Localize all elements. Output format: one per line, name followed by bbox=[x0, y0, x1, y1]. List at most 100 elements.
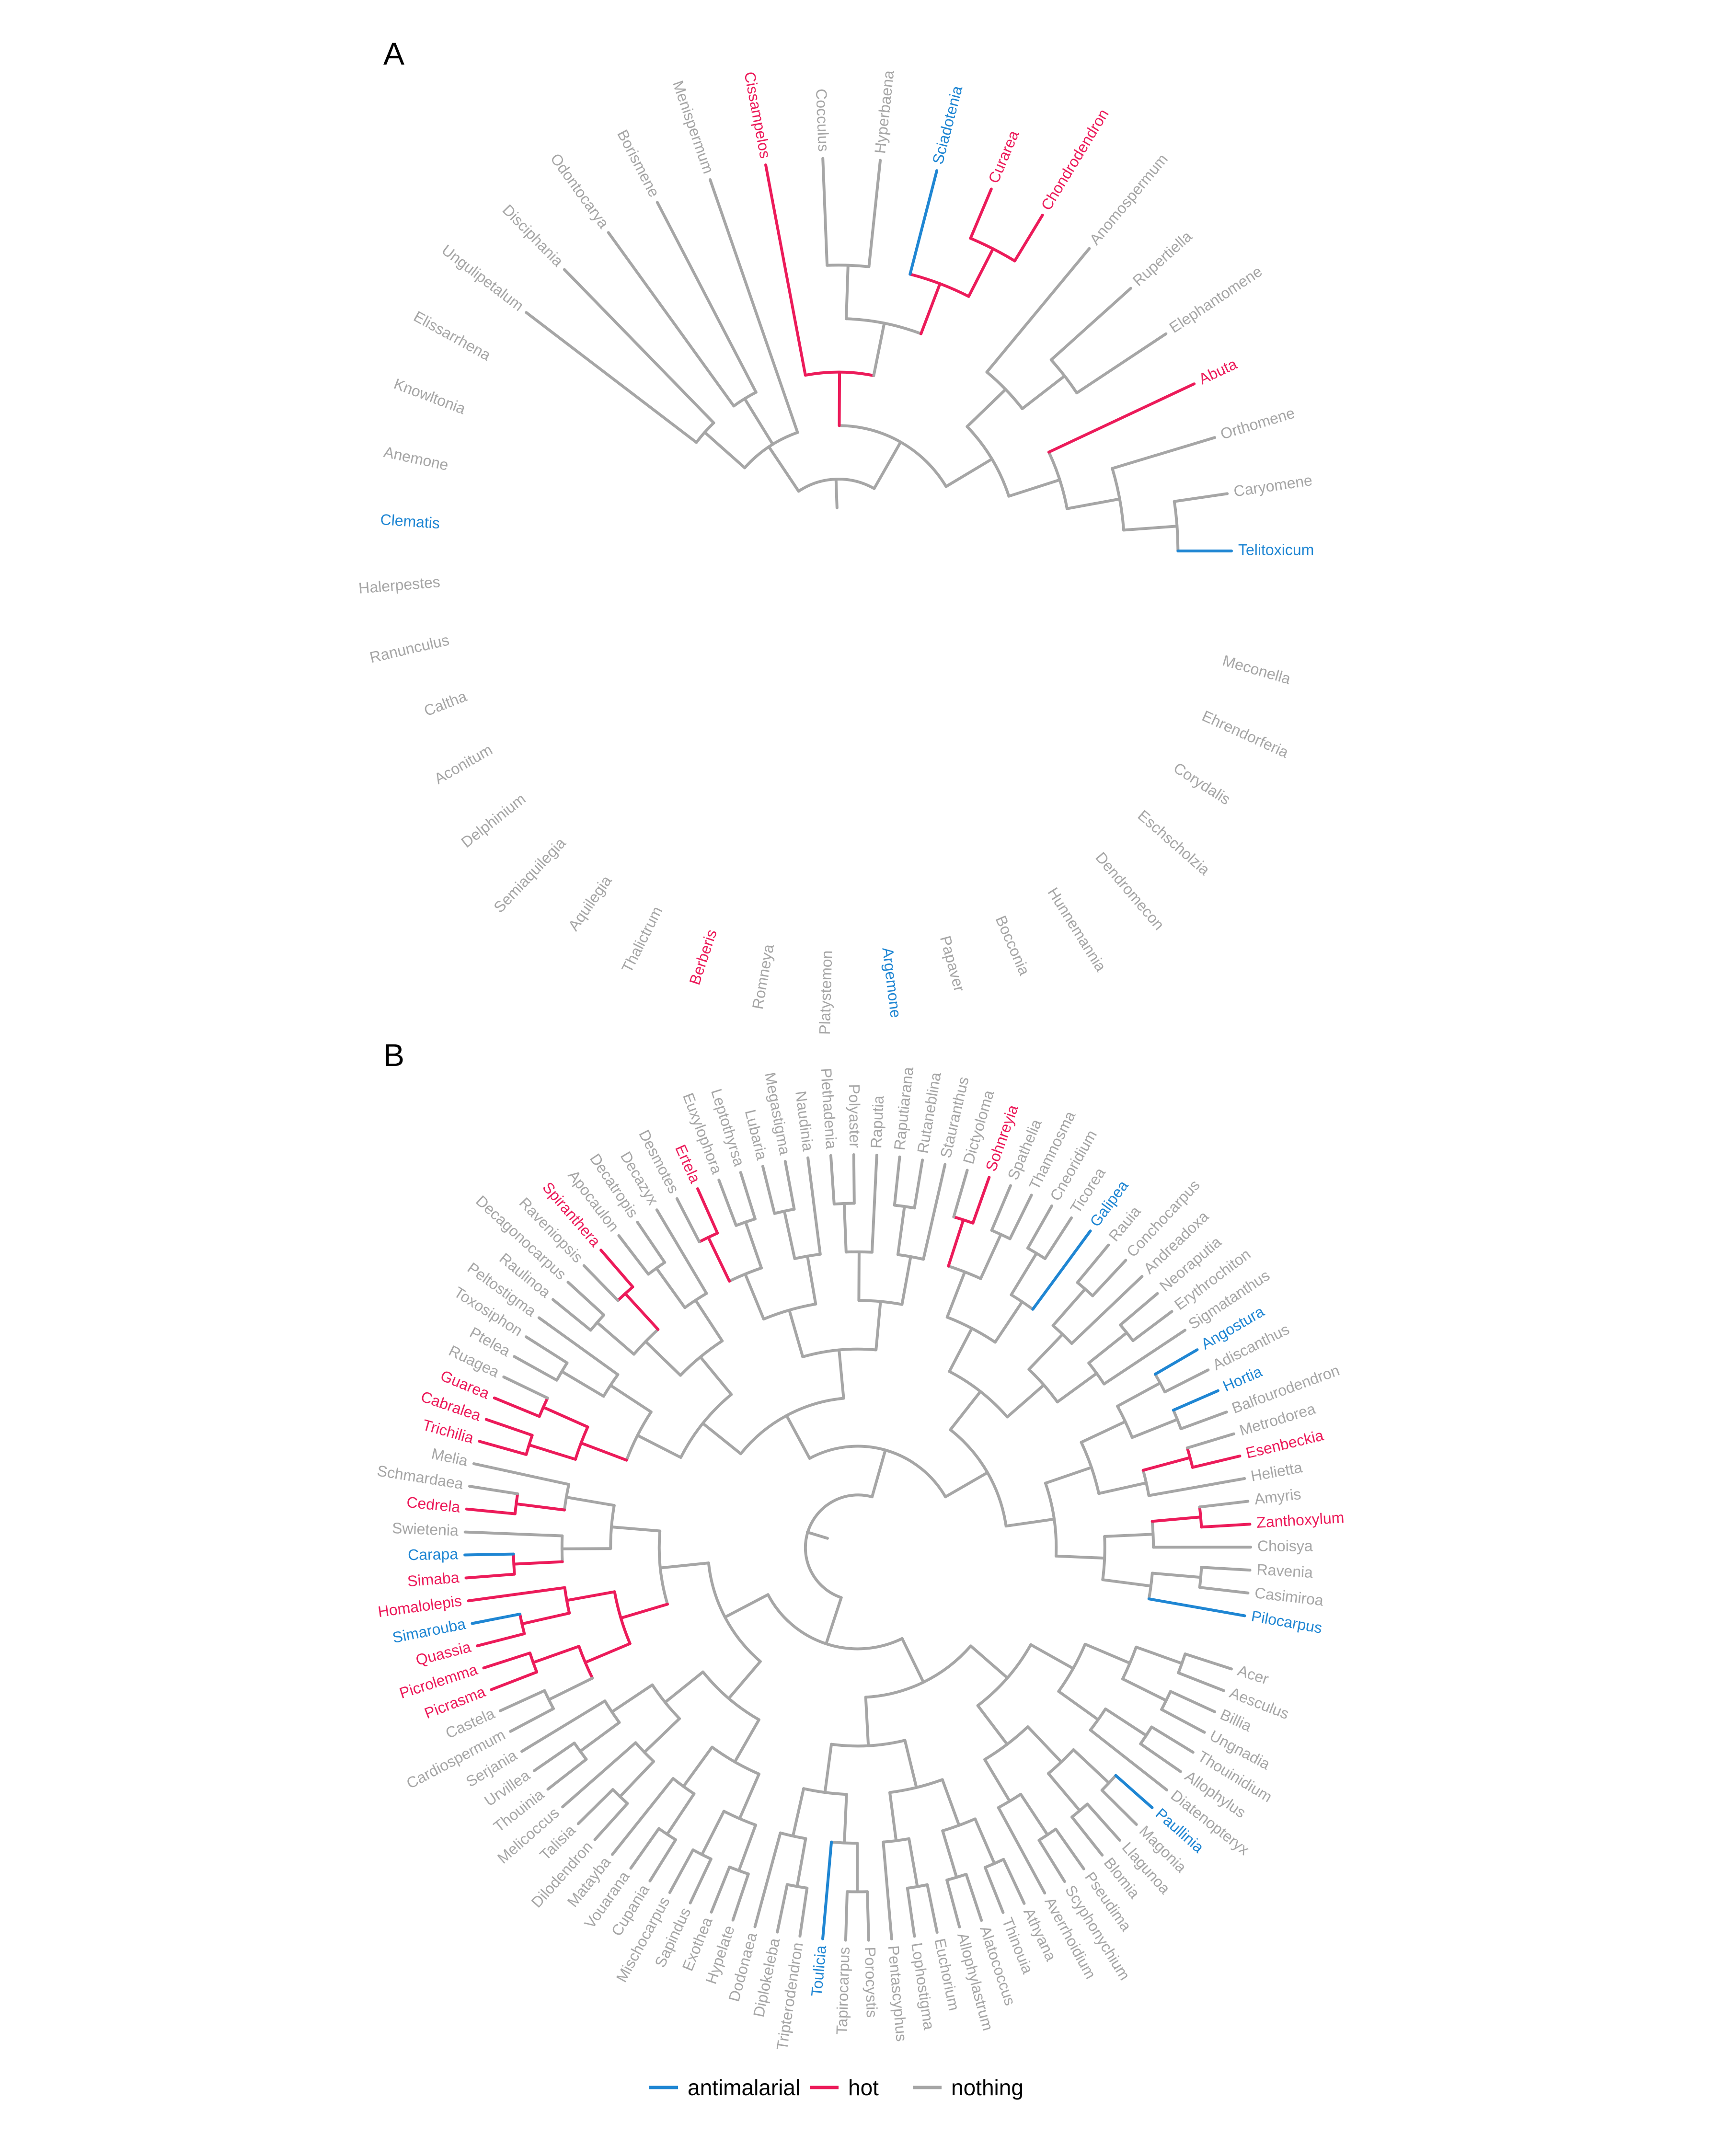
legend-label-antimalarial: antimalarial bbox=[688, 2075, 800, 2100]
panel-b-branch bbox=[1130, 1418, 1179, 1439]
panel-b-leaf-label: Helietta bbox=[1249, 1458, 1303, 1485]
panel-b-branch bbox=[1198, 1500, 1250, 1509]
panel-b-branch-arc bbox=[625, 1411, 653, 1462]
panel-a-branch bbox=[1007, 478, 1061, 498]
panel-b-branch bbox=[1150, 1725, 1195, 1754]
panel-a-leaf-label: Clematis bbox=[380, 511, 441, 532]
panel-a-leaf-label: Bocconia bbox=[992, 913, 1034, 978]
panel-a-branch bbox=[743, 397, 774, 446]
panel-a-branch bbox=[873, 440, 902, 490]
panel-b-branch bbox=[619, 1603, 669, 1620]
panel-b-branch-arc bbox=[906, 1883, 929, 1890]
panel-a-branch-arc bbox=[1049, 358, 1079, 395]
panel-b-branch bbox=[566, 1281, 606, 1317]
panel-a-branch bbox=[563, 268, 715, 424]
panel-b-branch bbox=[1056, 1372, 1098, 1404]
panel-b-branch bbox=[1103, 1329, 1187, 1386]
panel-b-branch bbox=[565, 1590, 616, 1602]
panel-b-branch bbox=[1169, 1690, 1216, 1713]
panel-b-branch bbox=[1198, 1586, 1250, 1594]
panel-b-branch bbox=[806, 1254, 817, 1306]
panel-b-branch-arc bbox=[683, 1292, 708, 1309]
panel-b-branch bbox=[512, 1560, 564, 1566]
panel-a-leaf-label: Elissarrhena bbox=[411, 308, 494, 364]
panel-a-branch bbox=[656, 201, 758, 394]
panel-a-branch bbox=[1075, 332, 1168, 395]
panel-b-branch bbox=[465, 1507, 517, 1515]
panel-b-branch bbox=[791, 1787, 805, 1838]
panel-a-branch bbox=[944, 458, 994, 488]
panel-b-leaf-label: Schmardaea bbox=[376, 1462, 465, 1492]
panel-b-branch bbox=[666, 1792, 696, 1836]
panel-b-branch-arc bbox=[602, 1373, 620, 1398]
panel-a-letter: A bbox=[383, 36, 404, 71]
panel-b-leaf-label: Porocystis bbox=[862, 1947, 881, 2018]
panel-b-branch bbox=[547, 1676, 594, 1701]
panel-a-leaf-label: Disciphania bbox=[499, 201, 567, 270]
panel-b-branch-arc bbox=[1089, 1707, 1107, 1732]
panel-b-branch-arc bbox=[802, 1787, 848, 1796]
panel-b-branch bbox=[844, 1890, 849, 1942]
panel-b-branch bbox=[871, 1448, 887, 1499]
panel-b-branch-arc bbox=[893, 1204, 916, 1210]
panel-b-leaf-label: Polyaster bbox=[846, 1084, 863, 1148]
panel-a-leaf-label: Thalictrum bbox=[618, 904, 666, 975]
panel-b-branch bbox=[1185, 1432, 1235, 1450]
panel-b-branch bbox=[675, 1197, 701, 1243]
panel-a-leaf-label: Halerpestes bbox=[358, 573, 441, 597]
panel-b-branch bbox=[636, 1221, 667, 1264]
panel-b-branch bbox=[926, 1883, 939, 1934]
panel-a-branch bbox=[525, 311, 698, 444]
panel-b-branch bbox=[576, 1788, 614, 1825]
panel-b-branch-arc bbox=[947, 1264, 982, 1280]
panel-b-branch-arc bbox=[722, 1810, 757, 1827]
panel-b-branch-arc bbox=[1150, 1520, 1155, 1549]
panel-b-branch bbox=[738, 1772, 760, 1820]
panel-b-branch bbox=[922, 1163, 947, 1261]
panel-b-leaf-label: Naudinia bbox=[792, 1090, 817, 1152]
panel-b-branch bbox=[1119, 1292, 1159, 1327]
panel-b-branch bbox=[874, 1300, 882, 1352]
panel-b-branch bbox=[596, 1321, 635, 1356]
panel-a-leaf-label: Meconella bbox=[1220, 652, 1292, 688]
panel-b-branch bbox=[1019, 1792, 1049, 1836]
panel-b-branch bbox=[785, 1414, 811, 1460]
panel-b-branch bbox=[783, 1160, 796, 1211]
panel-a-branch bbox=[821, 157, 829, 267]
panel-b-branch bbox=[648, 1838, 677, 1882]
panel-b-branch bbox=[515, 1502, 566, 1512]
panel-b-branch-arc bbox=[613, 1590, 632, 1645]
panel-a-leaf-label: Curarea bbox=[985, 128, 1022, 186]
panel-a-branch-arc bbox=[804, 370, 875, 377]
panel-b-branch-arc bbox=[577, 1645, 594, 1680]
panel-b-branch bbox=[733, 1718, 760, 1764]
panel-b-branch bbox=[1160, 1708, 1206, 1734]
panel-a-branch bbox=[703, 431, 747, 470]
panel-b-branch bbox=[618, 1760, 655, 1798]
panel-b-branch bbox=[1083, 1642, 1131, 1665]
panel-b-branch bbox=[561, 1741, 637, 1809]
panel-a-branch bbox=[908, 169, 939, 276]
panel-b-branch bbox=[1054, 1827, 1085, 1870]
panel-a-leaf-label: Odontocarya bbox=[547, 150, 613, 231]
panel-a-branch bbox=[872, 321, 886, 377]
panel-b-branch-arc bbox=[657, 1529, 669, 1606]
panel-b-branch-arc bbox=[864, 1644, 972, 1699]
panel-b-branch bbox=[990, 1184, 1012, 1232]
panel-a-leaf-label: Anemone bbox=[382, 443, 450, 474]
panel-b-branch-arc bbox=[766, 1593, 904, 1651]
panel-b-letter: B bbox=[383, 1037, 404, 1073]
panel-b-branch bbox=[893, 1155, 901, 1207]
panel-b-branch bbox=[582, 1264, 620, 1302]
panel-b-branch bbox=[737, 1823, 757, 1872]
panel-b-branch bbox=[1027, 1332, 1064, 1371]
panel-b-branch-arc bbox=[702, 1670, 760, 1721]
panel-b-branch bbox=[888, 1791, 898, 1842]
panel-a-branch-arc bbox=[826, 264, 871, 268]
panel-a-leaf-label: Caryomene bbox=[1232, 471, 1313, 500]
panel-b-branch bbox=[1087, 1331, 1128, 1365]
panel-b-branch bbox=[1046, 1772, 1081, 1812]
panel-b-branch-arc bbox=[1121, 1645, 1138, 1681]
